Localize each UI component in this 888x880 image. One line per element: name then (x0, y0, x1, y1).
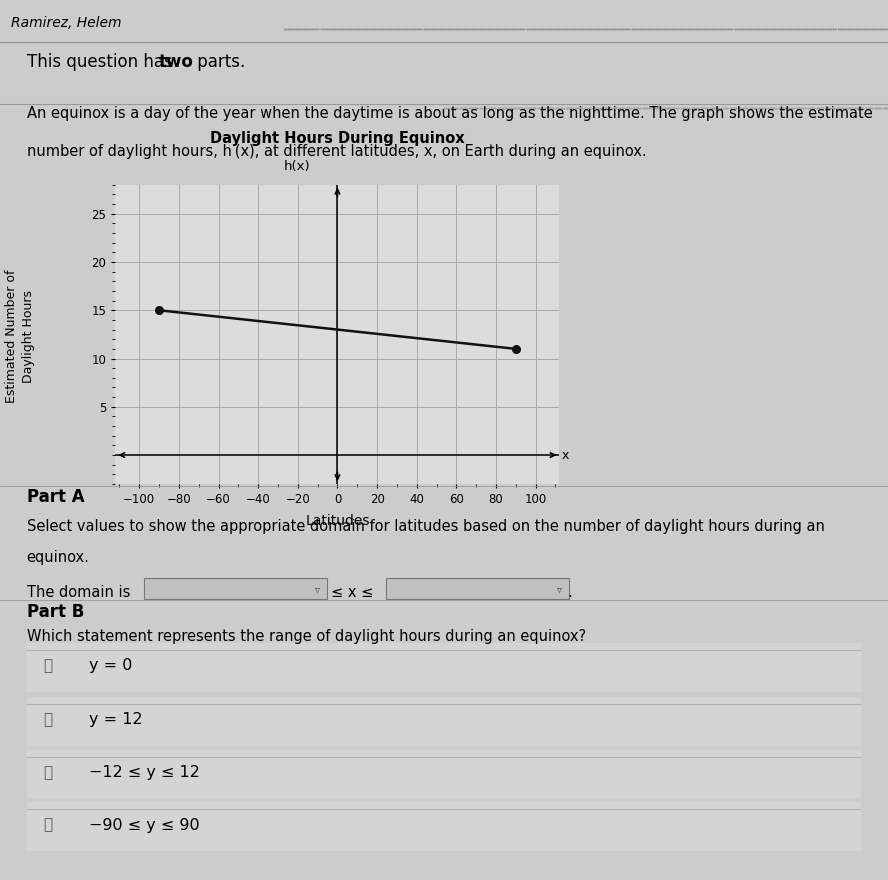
Text: An equinox is a day of the year when the daytime is about as long as the nightti: An equinox is a day of the year when the… (27, 106, 872, 121)
Text: y = 0: y = 0 (89, 658, 132, 673)
FancyBboxPatch shape (27, 643, 861, 692)
Text: ▿: ▿ (557, 585, 561, 595)
Text: two: two (159, 53, 194, 70)
FancyBboxPatch shape (27, 803, 861, 851)
Text: The domain is: The domain is (27, 585, 130, 600)
Text: Daylight Hours During Equinox: Daylight Hours During Equinox (210, 131, 464, 146)
Text: −12 ≤ y ≤ 12: −12 ≤ y ≤ 12 (89, 765, 200, 780)
Text: Select values to show the appropriate domain for latitudes based on the number o: Select values to show the appropriate do… (27, 519, 825, 534)
FancyBboxPatch shape (27, 750, 861, 798)
FancyBboxPatch shape (144, 578, 327, 599)
Text: parts.: parts. (192, 53, 245, 70)
Text: Estimated Number of
Daylight Hours: Estimated Number of Daylight Hours (4, 269, 35, 403)
Text: .: . (567, 585, 573, 600)
Text: x: x (561, 449, 569, 461)
Text: equinox.: equinox. (27, 550, 90, 565)
Text: Part A: Part A (27, 488, 84, 506)
Text: Which statement represents the range of daylight hours during an equinox?: Which statement represents the range of … (27, 629, 586, 644)
Text: Ⓑ: Ⓑ (44, 712, 52, 727)
Text: Ⓓ: Ⓓ (44, 818, 52, 832)
FancyBboxPatch shape (385, 578, 569, 599)
Text: y = 12: y = 12 (89, 712, 143, 727)
Text: Ramirez, Helem: Ramirez, Helem (12, 16, 122, 30)
Text: Ⓒ: Ⓒ (44, 765, 52, 780)
X-axis label: Latitudes: Latitudes (305, 515, 369, 528)
Text: ▿: ▿ (314, 585, 320, 595)
Text: Ⓐ: Ⓐ (44, 658, 52, 673)
Text: h(x): h(x) (284, 160, 311, 172)
FancyBboxPatch shape (27, 697, 861, 745)
Text: Part B: Part B (27, 603, 84, 620)
Text: number of daylight hours, h (x), at different latitudes, x, on Earth during an e: number of daylight hours, h (x), at diff… (27, 144, 646, 159)
Text: This question has: This question has (27, 53, 178, 70)
Text: ≤ x ≤: ≤ x ≤ (331, 585, 374, 600)
Text: −90 ≤ y ≤ 90: −90 ≤ y ≤ 90 (89, 818, 200, 832)
